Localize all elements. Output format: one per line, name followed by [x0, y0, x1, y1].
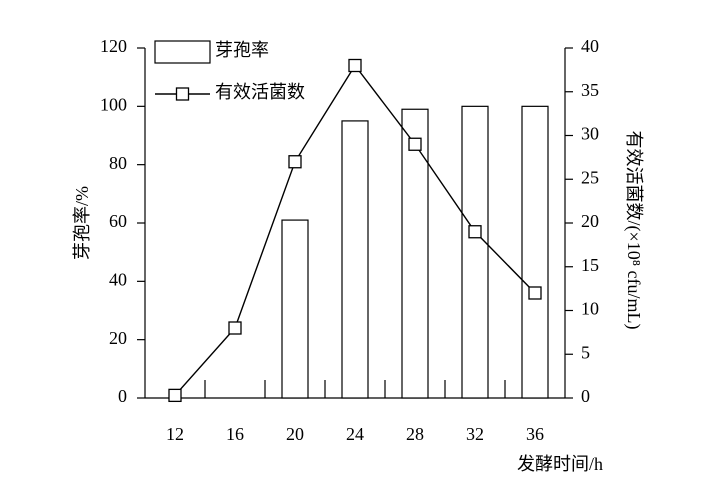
legend-label: 芽孢率 [215, 40, 269, 60]
y2-axis-label: 有效活菌数/(×10⁸ cfu/mL) [623, 131, 644, 330]
x-axis-label: 发酵时间/h [517, 454, 603, 474]
bar [401, 108, 429, 399]
y-tick-label: 100 [100, 94, 127, 114]
marker [408, 137, 422, 151]
legend-label: 有效活菌数 [215, 82, 305, 102]
x-tick-label: 12 [166, 424, 184, 444]
bar [341, 120, 369, 399]
bar [461, 105, 489, 399]
y2-tick-label: 25 [581, 167, 599, 187]
y2-tick-label: 0 [581, 386, 590, 406]
y2-tick-label: 10 [581, 299, 599, 319]
x-tick-label: 24 [346, 424, 364, 444]
y-tick-label: 40 [109, 269, 127, 289]
marker [528, 286, 542, 300]
bar [521, 105, 549, 399]
x-tick-label: 28 [406, 424, 424, 444]
y-axis-label: 芽孢率/% [72, 186, 92, 260]
bar [281, 219, 309, 399]
legend-marker [175, 87, 190, 101]
marker [228, 321, 242, 335]
x-tick-label: 20 [286, 424, 304, 444]
marker [348, 58, 362, 73]
legend-swatch [154, 40, 211, 64]
marker [168, 388, 182, 403]
y2-tick-label: 15 [581, 255, 599, 275]
y2-tick-label: 20 [581, 211, 599, 231]
y-tick-label: 80 [109, 153, 127, 173]
x-tick-label: 32 [466, 424, 484, 444]
marker [468, 225, 482, 239]
y2-tick-label: 5 [581, 342, 590, 362]
x-tick-label: 16 [226, 424, 244, 444]
y2-tick-label: 30 [581, 124, 599, 144]
x-tick-label: 36 [526, 424, 544, 444]
y-tick-label: 0 [118, 386, 127, 406]
y-tick-label: 20 [109, 328, 127, 348]
y2-tick-label: 35 [581, 80, 599, 100]
y-tick-label: 120 [100, 36, 127, 56]
y-tick-label: 60 [109, 211, 127, 231]
marker [288, 155, 302, 169]
y2-tick-label: 40 [581, 36, 599, 56]
